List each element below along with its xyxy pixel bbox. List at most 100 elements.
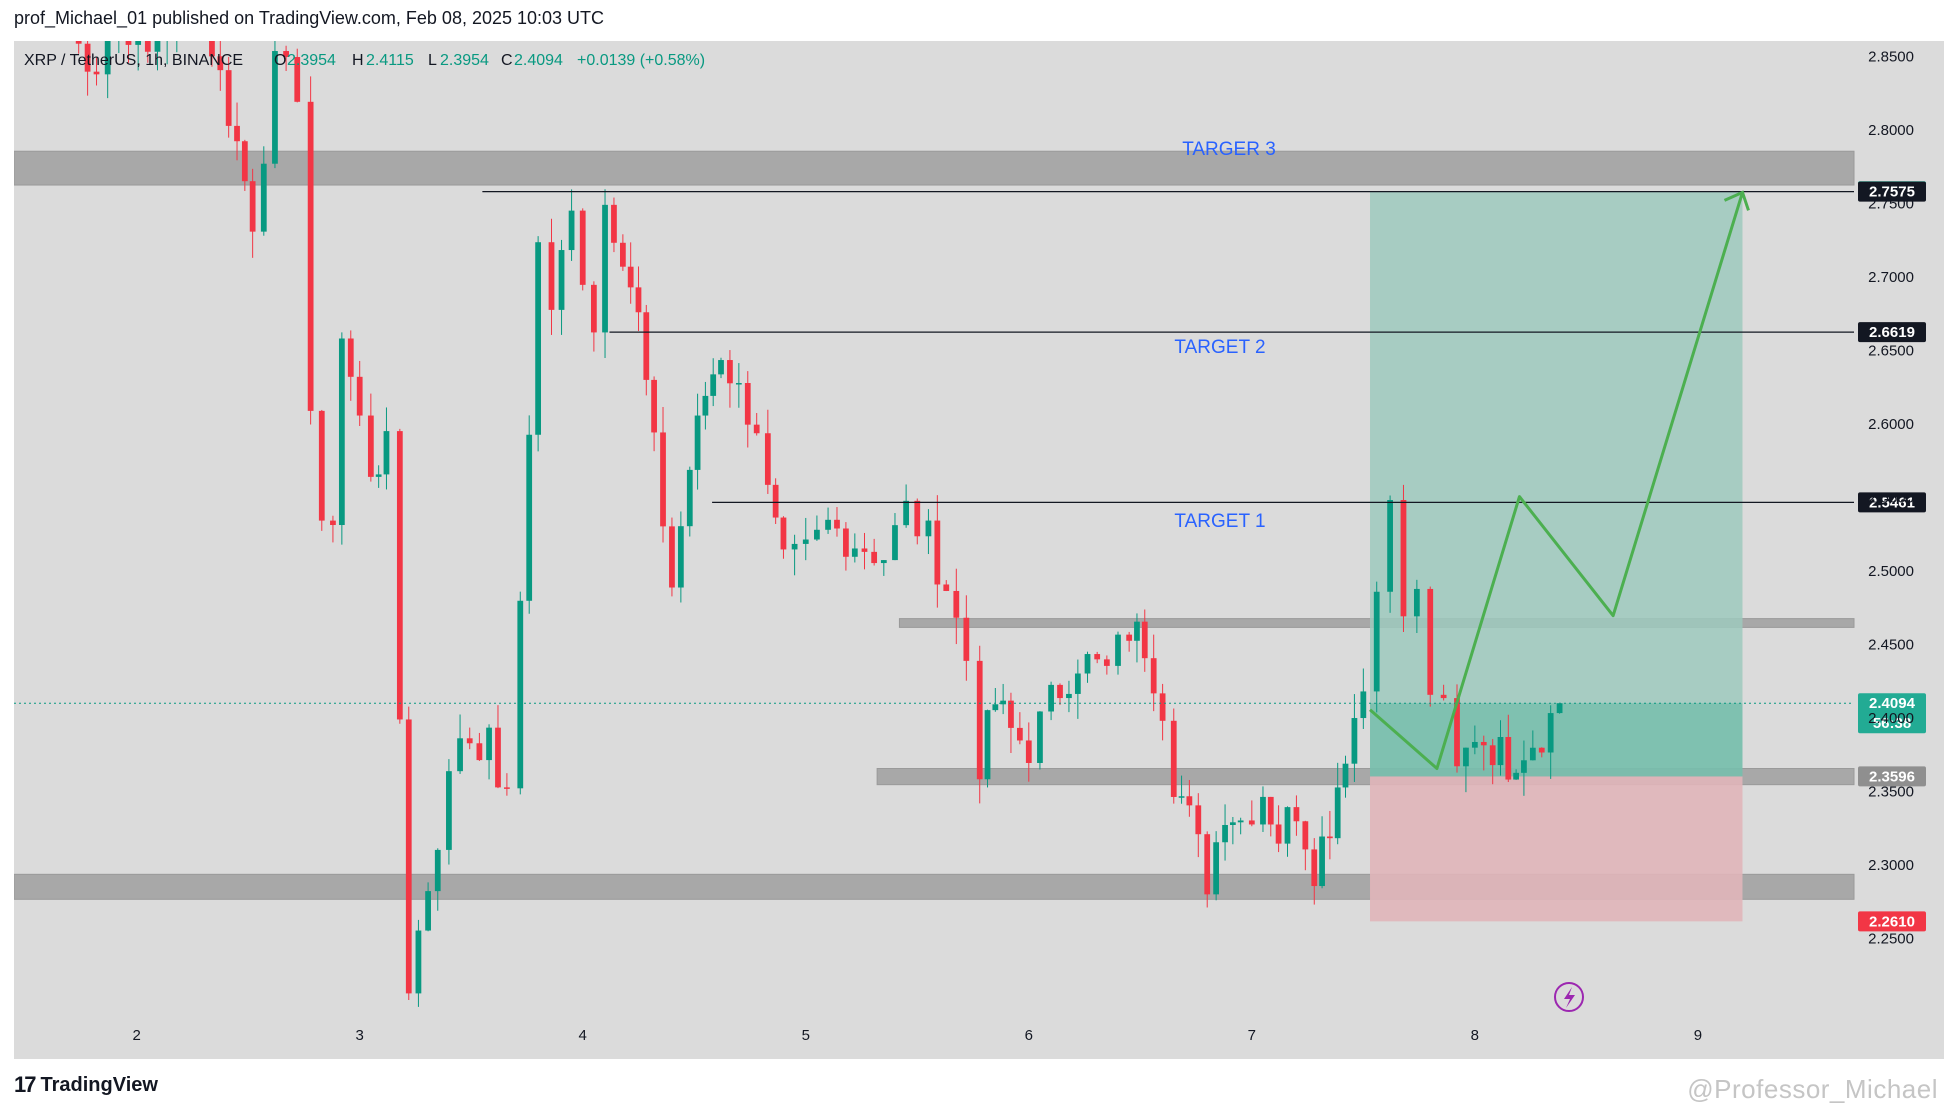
candle[interactable] xyxy=(1275,805,1282,853)
candle[interactable] xyxy=(1260,786,1266,832)
target2-price-tag[interactable] xyxy=(1858,322,1926,343)
candle[interactable] xyxy=(976,645,983,804)
candle[interactable] xyxy=(943,580,950,592)
candle[interactable] xyxy=(880,560,887,576)
candle[interactable] xyxy=(1521,740,1527,796)
target-3-zone[interactable] xyxy=(14,150,1855,186)
candle[interactable] xyxy=(1066,680,1072,713)
candle[interactable] xyxy=(568,189,575,261)
long-position-stop-area[interactable] xyxy=(1370,776,1743,922)
candle[interactable] xyxy=(710,358,717,407)
candle[interactable] xyxy=(1267,796,1274,837)
candle[interactable] xyxy=(415,919,422,1007)
candle[interactable] xyxy=(1311,838,1318,905)
candle[interactable] xyxy=(1103,655,1110,675)
candle[interactable] xyxy=(476,732,483,761)
candle[interactable] xyxy=(1008,692,1014,754)
candle[interactable] xyxy=(1529,730,1536,761)
candle[interactable] xyxy=(1074,659,1081,719)
candle[interactable] xyxy=(425,882,431,932)
candle[interactable] xyxy=(504,773,510,796)
candle[interactable] xyxy=(548,218,555,335)
candle[interactable] xyxy=(1427,586,1434,707)
candle[interactable] xyxy=(125,41,132,63)
candle[interactable] xyxy=(1000,683,1007,715)
candle[interactable] xyxy=(718,357,724,379)
candle[interactable] xyxy=(396,428,403,724)
candle[interactable] xyxy=(495,705,501,789)
candle[interactable] xyxy=(209,41,215,67)
candle[interactable] xyxy=(871,538,878,566)
candle[interactable] xyxy=(1547,705,1554,779)
candle[interactable] xyxy=(318,409,325,531)
candle[interactable] xyxy=(1186,779,1193,817)
candle[interactable] xyxy=(1025,722,1032,782)
candle[interactable] xyxy=(1195,793,1202,858)
candle[interactable] xyxy=(984,709,991,788)
candle[interactable] xyxy=(1440,684,1447,701)
tradingview-logo[interactable]: 17 TradingView xyxy=(14,1072,158,1098)
candle[interactable] xyxy=(174,41,180,53)
candle[interactable] xyxy=(294,48,301,103)
candle[interactable] xyxy=(1556,702,1563,714)
candle[interactable] xyxy=(651,376,657,452)
candle[interactable] xyxy=(217,41,224,91)
candle[interactable] xyxy=(579,208,586,291)
stop-price-tag[interactable] xyxy=(1858,911,1926,932)
candle[interactable] xyxy=(249,168,256,258)
candle[interactable] xyxy=(1048,681,1054,721)
candle[interactable] xyxy=(914,498,921,545)
candle[interactable] xyxy=(260,146,267,236)
candle[interactable] xyxy=(1134,613,1140,663)
target-3-label[interactable]: TARGER 3 xyxy=(1182,139,1276,160)
candle[interactable] xyxy=(1342,755,1349,798)
candle[interactable] xyxy=(963,595,970,681)
candle[interactable] xyxy=(446,759,452,865)
candle[interactable] xyxy=(1400,484,1407,632)
candle[interactable] xyxy=(735,363,742,408)
candle[interactable] xyxy=(283,45,289,71)
candle[interactable] xyxy=(772,478,779,524)
candle[interactable] xyxy=(702,381,709,430)
candle[interactable] xyxy=(843,522,849,571)
candle[interactable] xyxy=(307,76,314,425)
candle[interactable] xyxy=(851,533,858,563)
candle[interactable] xyxy=(1115,631,1121,675)
candle[interactable] xyxy=(330,515,336,543)
candle[interactable] xyxy=(1319,816,1325,889)
candle[interactable] xyxy=(1480,735,1487,771)
chart-pane[interactable]: 2.75782.75752.66192.54612.409456:382.359… xyxy=(14,41,1944,1059)
candle[interactable] xyxy=(764,409,771,494)
candle[interactable] xyxy=(677,511,684,603)
candle[interactable] xyxy=(164,41,170,65)
candle[interactable] xyxy=(93,57,100,86)
target3-price-tag[interactable] xyxy=(1858,181,1926,202)
candle[interactable] xyxy=(104,41,111,99)
projection-path[interactable] xyxy=(1369,191,1744,770)
candle[interactable] xyxy=(1237,817,1244,835)
candle[interactable] xyxy=(1387,495,1393,613)
candle[interactable] xyxy=(660,407,666,543)
candle[interactable] xyxy=(486,724,492,780)
candle[interactable] xyxy=(1204,831,1211,908)
candle[interactable] xyxy=(405,706,412,1001)
candle[interactable] xyxy=(727,350,733,408)
candle[interactable] xyxy=(744,371,751,448)
candle[interactable] xyxy=(154,41,161,71)
candle[interactable] xyxy=(558,239,565,335)
candle[interactable] xyxy=(694,393,701,490)
candle[interactable] xyxy=(861,532,868,570)
candle[interactable] xyxy=(375,465,382,488)
long-position-profit-area[interactable] xyxy=(1370,191,1743,777)
candle[interactable] xyxy=(1126,631,1133,652)
candle[interactable] xyxy=(457,714,463,774)
candle[interactable] xyxy=(934,495,941,608)
candle[interactable] xyxy=(1513,769,1519,780)
candle[interactable] xyxy=(272,41,278,169)
candle[interactable] xyxy=(466,727,473,750)
candle[interactable] xyxy=(925,509,932,555)
candle[interactable] xyxy=(144,41,151,63)
candle[interactable] xyxy=(753,412,760,436)
candle[interactable] xyxy=(1538,747,1545,758)
candle[interactable] xyxy=(1016,712,1023,745)
